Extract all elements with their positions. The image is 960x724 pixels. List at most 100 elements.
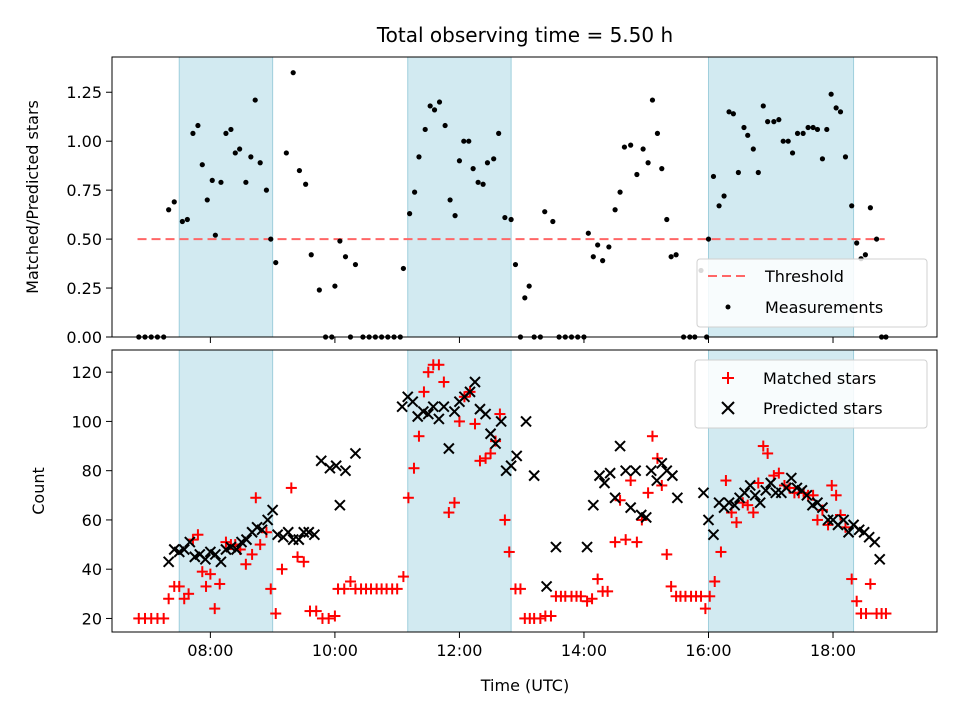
predicted-point: [396, 400, 408, 413]
y-tick-label: 80: [82, 462, 102, 481]
matched-point: [503, 546, 515, 558]
matched-point: [323, 612, 335, 624]
matched-point: [292, 551, 304, 563]
matched-point: [433, 359, 445, 371]
predicted-point: [822, 514, 834, 526]
measurement-point: [750, 146, 756, 152]
measurement-point: [218, 179, 224, 185]
measurement-point: [654, 130, 661, 136]
observing-window: [178, 56, 274, 338]
count-legend: Matched stars Predicted stars: [694, 359, 928, 429]
matched-point: [310, 605, 322, 617]
measurement-point: [248, 154, 254, 160]
measurement-point: [730, 111, 736, 117]
matched-point: [592, 573, 604, 585]
observing-window: [178, 349, 274, 633]
measurement-point: [400, 265, 406, 272]
measurement-point: [427, 103, 433, 109]
measurement-point: [442, 122, 448, 129]
measurement-point: [771, 119, 777, 125]
predicted-point: [707, 529, 720, 541]
predicted-point: [505, 460, 517, 472]
measurement-point: [755, 169, 761, 176]
predicted-point: [754, 496, 766, 509]
y-tick-label: 120: [71, 363, 102, 382]
measurement-point: [436, 99, 443, 105]
measurement-point: [659, 166, 665, 172]
measurement-point: [422, 126, 428, 133]
matched-legend-marker: [722, 372, 734, 384]
predicted-point: [308, 529, 321, 541]
measurement-point: [721, 193, 727, 199]
predicted-point: [801, 489, 813, 502]
matched-point: [860, 608, 872, 620]
measurement-point: [502, 214, 508, 221]
matched-point: [469, 418, 481, 430]
measurement-point: [223, 130, 229, 136]
predicted-point: [816, 501, 829, 514]
predicted-point: [266, 504, 279, 516]
predicted-point: [598, 477, 611, 489]
measurement-point: [332, 283, 338, 289]
predicted-point: [593, 469, 606, 482]
predicted-point: [330, 460, 342, 472]
predicted-point: [209, 548, 222, 561]
y-tick-label: 1.00: [66, 132, 102, 151]
matched-legend-label: Matched stars: [763, 369, 876, 388]
measurement-point: [308, 252, 314, 258]
matched-point: [826, 479, 838, 491]
predicted-point: [619, 464, 632, 477]
matched-point: [534, 612, 546, 624]
measurement-point: [606, 244, 612, 250]
measurement-point: [710, 173, 717, 180]
count-y-axis-label: Count: [29, 467, 48, 515]
matched-point: [344, 576, 356, 588]
predicted-point: [702, 514, 715, 526]
predicted-point: [540, 580, 553, 593]
measurement-point: [243, 179, 249, 185]
measurement-point: [508, 216, 514, 223]
predicted-point: [528, 469, 540, 482]
y-tick-label: 0.00: [66, 328, 102, 347]
measurement-point: [735, 169, 741, 176]
measurement-point: [649, 97, 656, 103]
matched-point: [731, 516, 743, 528]
measurement-point: [824, 126, 830, 133]
x-tick-label: 12:00: [436, 641, 482, 660]
measurement-point: [726, 109, 732, 115]
matched-point: [329, 610, 341, 622]
predicted-point: [656, 457, 668, 469]
matched-point: [625, 475, 637, 487]
matched-point: [747, 507, 759, 519]
chart-title: Total observing time = 5.50 h: [376, 23, 673, 47]
predicted-point: [604, 467, 616, 479]
predicted-point: [609, 492, 621, 504]
predicted-point: [671, 492, 684, 504]
measurement-point: [664, 216, 670, 223]
measurement-point: [296, 167, 303, 174]
predicted-point: [738, 487, 751, 499]
y-tick-label: 100: [71, 412, 102, 431]
measurement-point: [542, 209, 548, 215]
measurement-point: [190, 130, 196, 136]
predicted-point: [334, 499, 346, 511]
matched-point: [448, 497, 460, 509]
measurement-point: [645, 160, 651, 166]
predicted-point: [448, 405, 461, 418]
measurement-point: [352, 261, 359, 268]
matched-point: [602, 585, 614, 597]
predicted-point: [484, 428, 497, 440]
matched-point: [715, 546, 727, 558]
predicted-point: [489, 437, 502, 450]
measurement-point: [874, 236, 880, 242]
predicted-point: [339, 464, 352, 477]
predicted-point: [511, 450, 523, 462]
matched-point: [752, 477, 764, 489]
predicted-point: [438, 400, 450, 413]
matched-point: [851, 595, 863, 607]
predicted-point: [629, 464, 642, 477]
measurement-point: [290, 70, 296, 76]
matched-point: [209, 603, 221, 615]
matched-point: [581, 595, 593, 607]
x-tick-label: 16:00: [685, 641, 731, 660]
